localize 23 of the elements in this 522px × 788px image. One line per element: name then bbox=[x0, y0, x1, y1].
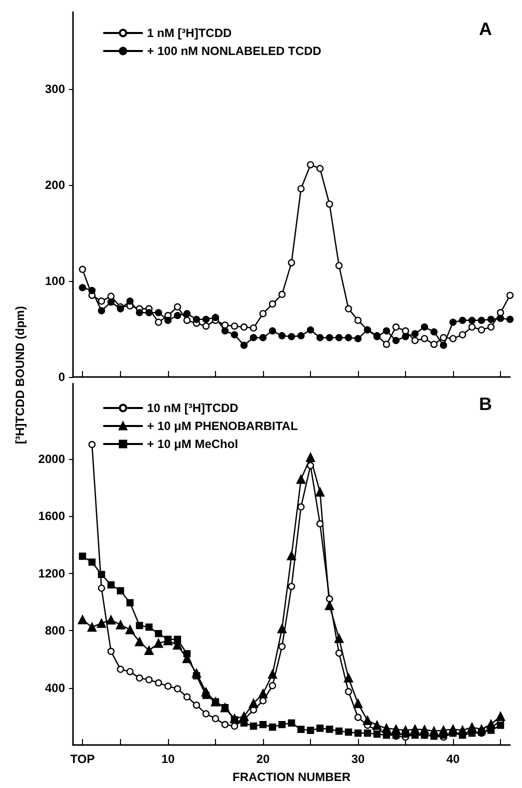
x-tick-label: 30 bbox=[351, 752, 365, 766]
y-tick-label: 0 bbox=[58, 370, 66, 384]
legend-label: + 10 μM MeChol bbox=[147, 437, 238, 451]
annotation: A bbox=[479, 19, 492, 39]
x-tick-label: 20 bbox=[256, 752, 270, 766]
y-tick-label: 2000 bbox=[38, 452, 66, 466]
annotation: B bbox=[479, 394, 492, 414]
y-axis-title: [³H]TCDD BOUND (dpm) bbox=[13, 306, 27, 444]
y-tick-label: 400 bbox=[44, 680, 66, 695]
y-tick-label: 1600 bbox=[38, 509, 66, 524]
y-tick-label: 800 bbox=[44, 624, 66, 638]
y-tick-label: 300 bbox=[44, 82, 66, 96]
legend-label: + 100 nM NONLABELED TCDD bbox=[147, 44, 322, 58]
y-tick-label: 200 bbox=[44, 178, 66, 192]
x-axis-title: FRACTION NUMBER bbox=[232, 770, 351, 784]
legend-label: + 10 μM PHENOBARBITAL bbox=[147, 419, 298, 433]
y-tick-label: 1200 bbox=[38, 566, 66, 580]
x-tick-label: TOP bbox=[70, 752, 95, 766]
y-tick-label: 100 bbox=[44, 274, 66, 288]
x-tick-label: 40 bbox=[446, 752, 460, 766]
legend-label: 10 nM [³H]TCDD bbox=[147, 401, 239, 415]
legend-label: 1 nM [³H]TCDD bbox=[147, 26, 232, 40]
x-tick-label: 10 bbox=[161, 752, 175, 766]
